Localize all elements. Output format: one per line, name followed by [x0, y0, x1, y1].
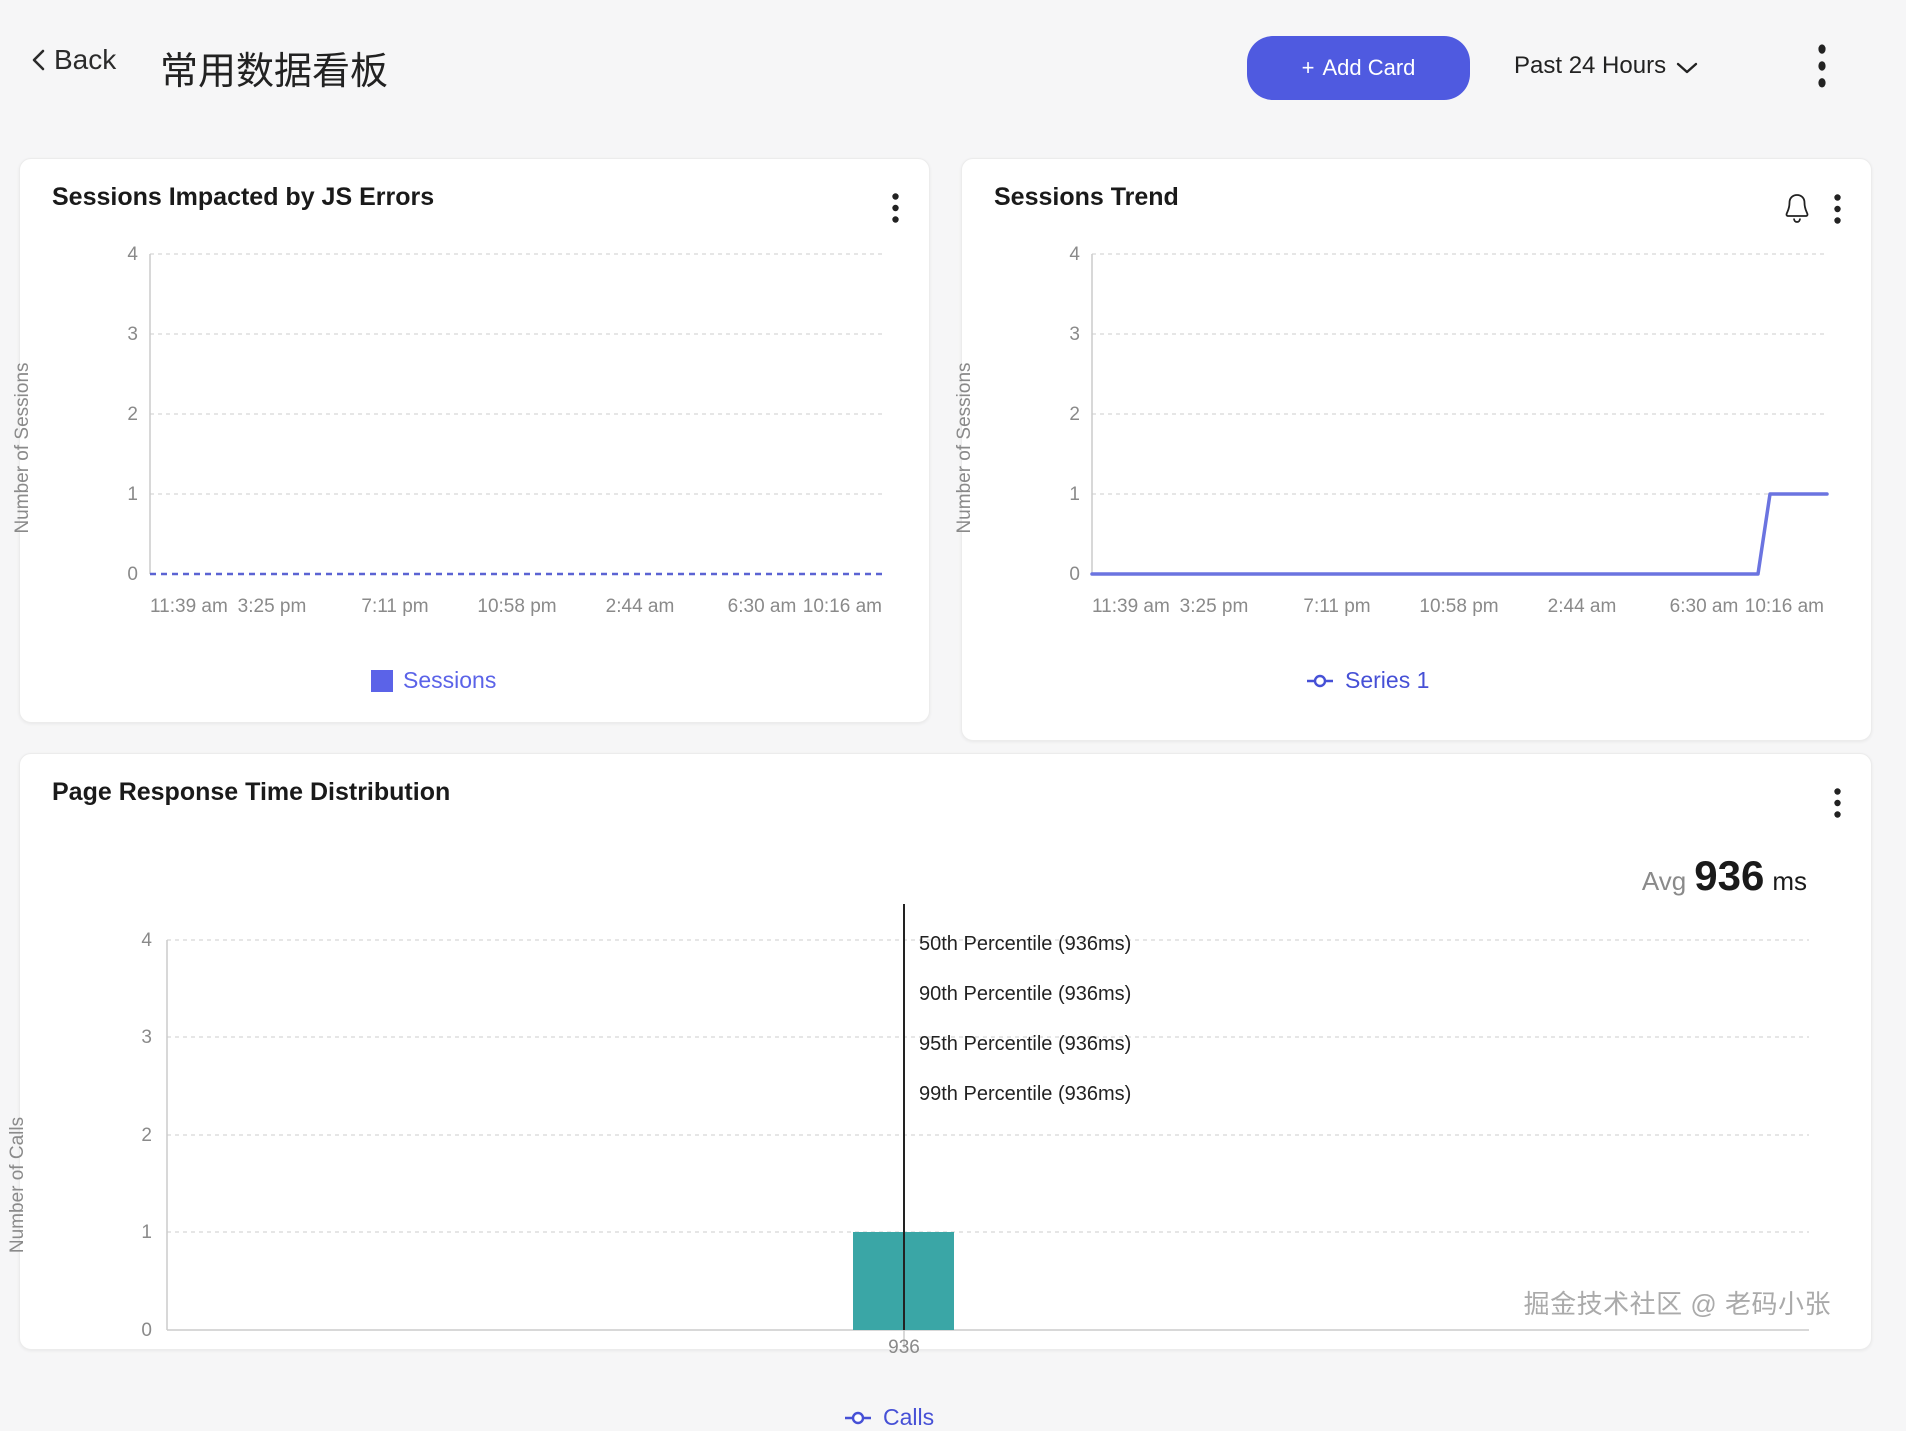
- svg-text:11:39 am: 11:39 am: [150, 596, 228, 617]
- svg-text:50th Percentile (936ms): 50th Percentile (936ms): [919, 933, 1131, 955]
- svg-text:2: 2: [141, 1125, 152, 1146]
- svg-text:2: 2: [1069, 404, 1080, 425]
- svg-text:10:16 am: 10:16 am: [803, 596, 882, 617]
- svg-text:4: 4: [127, 244, 138, 265]
- svg-text:6:30 am: 6:30 am: [1670, 596, 1739, 617]
- svg-text:3: 3: [141, 1027, 152, 1048]
- svg-text:3: 3: [1069, 324, 1080, 345]
- svg-text:3: 3: [127, 324, 138, 345]
- svg-text:10:58 pm: 10:58 pm: [477, 596, 556, 617]
- svg-text:4: 4: [141, 930, 152, 951]
- svg-text:10:58 pm: 10:58 pm: [1419, 596, 1498, 617]
- svg-text:7:11 pm: 7:11 pm: [361, 596, 428, 617]
- svg-text:99th Percentile (936ms): 99th Percentile (936ms): [919, 1083, 1131, 1105]
- svg-text:4: 4: [1069, 244, 1080, 265]
- svg-text:2: 2: [127, 404, 138, 425]
- svg-text:95th Percentile (936ms): 95th Percentile (936ms): [919, 1033, 1131, 1055]
- svg-text:11:39 am: 11:39 am: [1092, 596, 1170, 617]
- svg-text:7:11 pm: 7:11 pm: [1303, 596, 1370, 617]
- svg-text:90th Percentile (936ms): 90th Percentile (936ms): [919, 983, 1131, 1005]
- svg-text:6:30 am: 6:30 am: [728, 596, 797, 617]
- svg-text:3:25 pm: 3:25 pm: [1180, 596, 1249, 617]
- svg-text:1: 1: [1069, 484, 1080, 505]
- svg-text:2:44 am: 2:44 am: [1548, 596, 1617, 617]
- svg-text:0: 0: [127, 564, 138, 585]
- svg-text:0: 0: [1069, 564, 1080, 585]
- svg-text:0: 0: [141, 1320, 152, 1341]
- svg-text:936: 936: [888, 1337, 920, 1358]
- svg-text:3:25 pm: 3:25 pm: [238, 596, 307, 617]
- svg-text:10:16 am: 10:16 am: [1745, 596, 1824, 617]
- svg-text:1: 1: [141, 1222, 152, 1243]
- svg-text:1: 1: [127, 484, 138, 505]
- svg-text:2:44 am: 2:44 am: [606, 596, 675, 617]
